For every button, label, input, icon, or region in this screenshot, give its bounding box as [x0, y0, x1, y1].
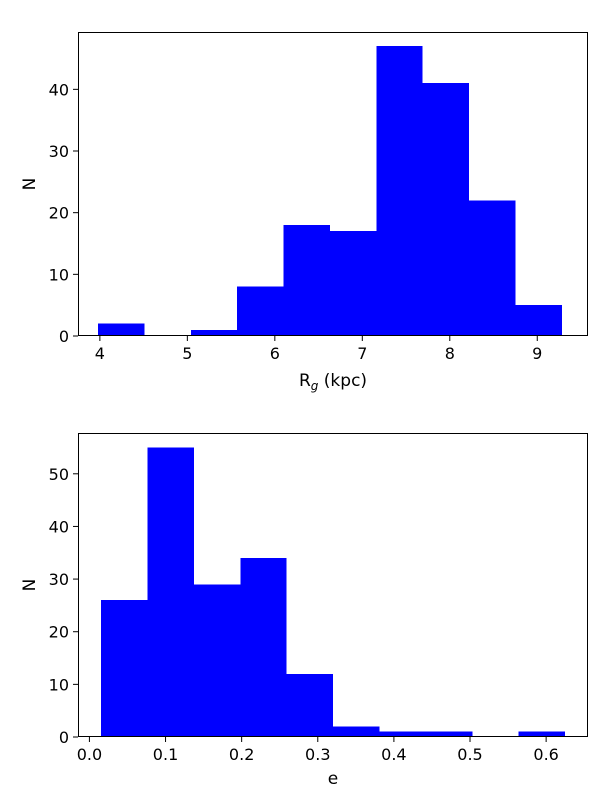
rg-histogram-bar — [283, 225, 330, 336]
rg-histogram-bars — [98, 46, 562, 336]
e-x-tick-label: 0.4 — [381, 745, 406, 764]
e-y-tick-label: 20 — [49, 623, 69, 642]
e-histogram-bar — [286, 673, 334, 737]
rg-x-tick-label: 7 — [357, 344, 367, 363]
rg-histogram-bar — [329, 231, 377, 336]
e-histogram-bar — [101, 600, 148, 737]
e-y-axis-label: N — [20, 579, 40, 592]
rg-x-tick-label: 8 — [445, 344, 455, 363]
e-y-tick-label: 0 — [59, 728, 69, 747]
e-y-tick-label: 50 — [49, 465, 69, 484]
e-histogram-bar — [147, 447, 195, 737]
e-x-axis-label: e — [328, 769, 338, 789]
rg-x-tick-label: 5 — [182, 344, 192, 363]
e-x-tick-label: 0.1 — [153, 745, 178, 764]
e-x-tick-label: 0.0 — [77, 745, 102, 764]
rg-plot-frame — [78, 32, 588, 336]
e-x-tick-label: 0.5 — [457, 745, 482, 764]
rg-x-axis-label: Rg (kpc) — [299, 371, 367, 393]
rg-x-ticks: 4 5 6 7 8 9 — [95, 336, 542, 363]
e-histogram-bar — [425, 731, 473, 737]
rg-y-tick-label: 10 — [49, 265, 69, 284]
e-histogram-bar — [240, 558, 287, 737]
e-histogram: 0.0 0.1 0.2 0.3 0.4 0.5 0.6 0 10 20 30 40 50 e N — [20, 433, 588, 789]
e-histogram-bars — [101, 447, 566, 737]
rg-histogram-bar — [469, 200, 516, 336]
rg-x-tick-label: 6 — [270, 344, 280, 363]
e-y-tick-label: 10 — [49, 675, 69, 694]
e-x-tick-label: 0.2 — [229, 745, 254, 764]
rg-histogram-bar — [190, 329, 238, 336]
e-y-ticks: 0 10 20 30 40 50 — [49, 465, 78, 747]
rg-x-tick-label: 9 — [532, 344, 542, 363]
e-x-tick-label: 0.3 — [305, 745, 330, 764]
rg-y-axis-label: N — [20, 178, 40, 191]
e-y-tick-label: 40 — [49, 517, 69, 536]
rg-y-tick-label: 0 — [59, 327, 69, 346]
e-plot-frame — [78, 433, 588, 737]
e-histogram-bar — [194, 584, 241, 737]
rg-histogram: 4 5 6 7 8 9 0 10 20 30 40 Rg (kpc) N — [20, 32, 588, 393]
e-y-tick-label: 30 — [49, 570, 69, 589]
rg-histogram-bar — [237, 286, 284, 336]
e-histogram-bar — [379, 731, 426, 737]
e-histogram-bar — [333, 726, 380, 737]
rg-y-tick-label: 40 — [49, 80, 69, 99]
rg-histogram-bar — [422, 83, 470, 336]
rg-y-ticks: 0 10 20 30 40 — [49, 80, 78, 346]
rg-y-tick-label: 30 — [49, 142, 69, 161]
rg-x-tick-label: 4 — [95, 344, 105, 363]
e-x-tick-label: 0.6 — [533, 745, 558, 764]
rg-y-tick-label: 20 — [49, 204, 69, 223]
e-histogram-bar — [518, 731, 566, 737]
rg-histogram-bar — [515, 305, 562, 336]
rg-histogram-bar — [376, 46, 423, 336]
rg-histogram-bar — [98, 323, 145, 336]
e-x-ticks: 0.0 0.1 0.2 0.3 0.4 0.5 0.6 — [77, 737, 559, 764]
